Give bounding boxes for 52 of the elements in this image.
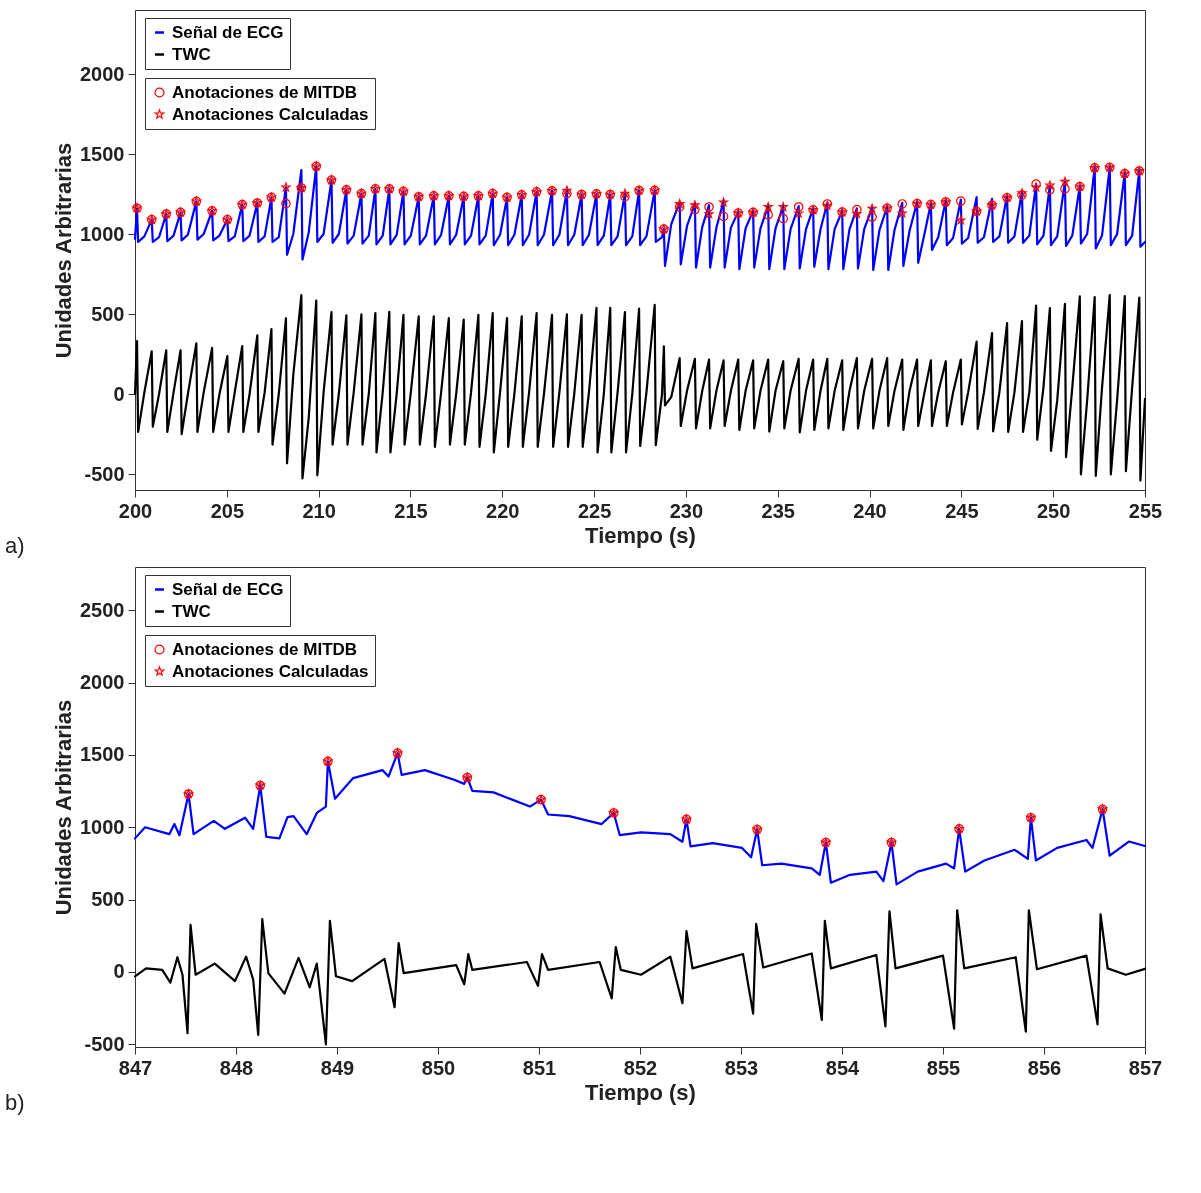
x-tick-label: 856 bbox=[1027, 1056, 1062, 1079]
x-tick-label: 205 bbox=[210, 499, 245, 522]
legend-label: TWC bbox=[172, 44, 211, 64]
legend-label: Anotaciones Calculadas bbox=[172, 104, 369, 124]
x-tick-label: 849 bbox=[320, 1056, 355, 1079]
legend-label: TWC bbox=[172, 601, 211, 621]
x-tick-label: 235 bbox=[761, 499, 795, 522]
x-tick-label: 855 bbox=[926, 1056, 961, 1079]
line-series bbox=[133, 294, 1147, 482]
y-tick-label: 0 bbox=[113, 382, 125, 405]
text: a) bbox=[5, 533, 25, 558]
y-tick-label: 1000 bbox=[80, 815, 125, 838]
y-tick-label: 1500 bbox=[80, 743, 125, 766]
line-series bbox=[133, 909, 1147, 1046]
x-tick-label: 215 bbox=[394, 499, 428, 522]
x-tick-label: 220 bbox=[486, 499, 520, 522]
legend-label: Anotaciones de MITDB bbox=[172, 82, 358, 102]
x-tick-label: 854 bbox=[825, 1056, 861, 1079]
y-tick-label: 0 bbox=[113, 960, 125, 983]
legend-label: Señal de ECG bbox=[172, 22, 284, 42]
x-tick-label: 230 bbox=[669, 499, 704, 522]
x-tick-label: 847 bbox=[118, 1056, 153, 1079]
y-tick-label: 1000 bbox=[80, 222, 125, 245]
text: b) bbox=[5, 1090, 25, 1115]
x-tick-label: 245 bbox=[945, 499, 979, 522]
x-tick-label: 250 bbox=[1036, 499, 1071, 522]
x-tick-label: 857 bbox=[1128, 1056, 1163, 1079]
x-tick-label: 255 bbox=[1128, 499, 1163, 522]
y-tick-label: 2000 bbox=[80, 62, 125, 85]
x-axis-title: Tiempo (s) bbox=[585, 1079, 696, 1105]
x-tick-label: 850 bbox=[421, 1056, 456, 1079]
x-tick-label: 200 bbox=[118, 499, 153, 522]
x-tick-label: 210 bbox=[302, 499, 336, 522]
y-tick-label: 1500 bbox=[80, 142, 125, 165]
legend-label: Señal de ECG bbox=[172, 579, 284, 599]
y-tick-label: 500 bbox=[91, 888, 125, 911]
x-tick-label: 853 bbox=[724, 1056, 759, 1079]
x-tick-label: 225 bbox=[577, 499, 612, 522]
x-axis-title: Tiempo (s) bbox=[585, 522, 696, 548]
y-axis-title: Unidades Arbitrarias bbox=[51, 142, 77, 359]
x-tick-label: 240 bbox=[853, 499, 887, 522]
x-tick-label: 851 bbox=[522, 1056, 557, 1079]
y-axis-title: Unidades Arbitrarias bbox=[51, 699, 77, 916]
y-tick-label: -500 bbox=[84, 1032, 125, 1055]
y-tick-label: 500 bbox=[91, 302, 125, 325]
legend-label: Anotaciones Calculadas bbox=[172, 661, 369, 681]
x-tick-label: 852 bbox=[623, 1056, 658, 1079]
y-tick-label: -500 bbox=[84, 462, 125, 485]
x-tick-label: 848 bbox=[219, 1056, 254, 1079]
legend-label: Anotaciones de MITDB bbox=[172, 639, 358, 659]
y-tick-label: 2000 bbox=[80, 671, 125, 694]
y-tick-label: 2500 bbox=[80, 598, 125, 621]
